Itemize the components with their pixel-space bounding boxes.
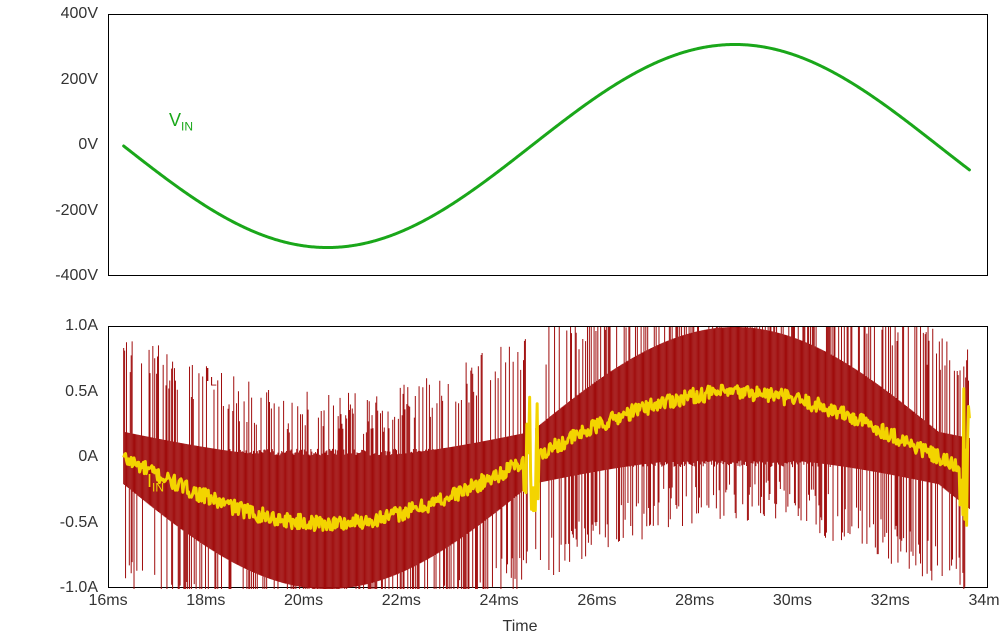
top-voltage-plot: VIN: [108, 14, 988, 276]
iin-waveform: [109, 327, 989, 589]
y-tick-label: 400V: [0, 5, 104, 23]
x-tick-label: 16ms: [88, 592, 127, 610]
x-tick-label: 24ms: [480, 592, 519, 610]
y-tick-label: 0A: [0, 448, 104, 466]
bottom-current-plot: IL IIN: [108, 326, 988, 588]
y-tick-label: 200V: [0, 71, 104, 89]
x-tick-labels: 16ms18ms20ms22ms24ms26ms28ms30ms32ms34ms: [108, 592, 988, 616]
il-series-label: IL: [205, 365, 217, 389]
x-tick-label: 30ms: [773, 592, 812, 610]
x-tick-label: 22ms: [382, 592, 421, 610]
y-tick-label: -0.5A: [0, 514, 104, 532]
bottom-y-tick-labels: -1.0A-0.5A0A0.5A1.0A: [0, 326, 104, 588]
x-tick-label: 26ms: [577, 592, 616, 610]
y-tick-label: 1.0A: [0, 317, 104, 335]
vin-label-main: V: [169, 110, 181, 130]
y-tick-label: 0.5A: [0, 383, 104, 401]
x-tick-label: 34ms: [968, 592, 1000, 610]
x-axis-title: Time: [503, 618, 538, 636]
iin-series-label: IIN: [147, 471, 164, 495]
top-y-tick-labels: -400V-200V0V200V400V: [0, 14, 104, 276]
y-tick-label: -200V: [0, 202, 104, 220]
vin-waveform: [109, 15, 989, 277]
x-tick-label: 20ms: [284, 592, 323, 610]
y-tick-label: -400V: [0, 267, 104, 285]
vin-label-sub: IN: [181, 120, 193, 134]
il-label-sub: L: [210, 375, 217, 389]
x-tick-label: 18ms: [186, 592, 225, 610]
iin-label-sub: IN: [152, 481, 164, 495]
x-tick-label: 32ms: [871, 592, 910, 610]
y-tick-label: 0V: [0, 136, 104, 154]
x-tick-label: 28ms: [675, 592, 714, 610]
vin-series-label: VIN: [169, 110, 193, 134]
